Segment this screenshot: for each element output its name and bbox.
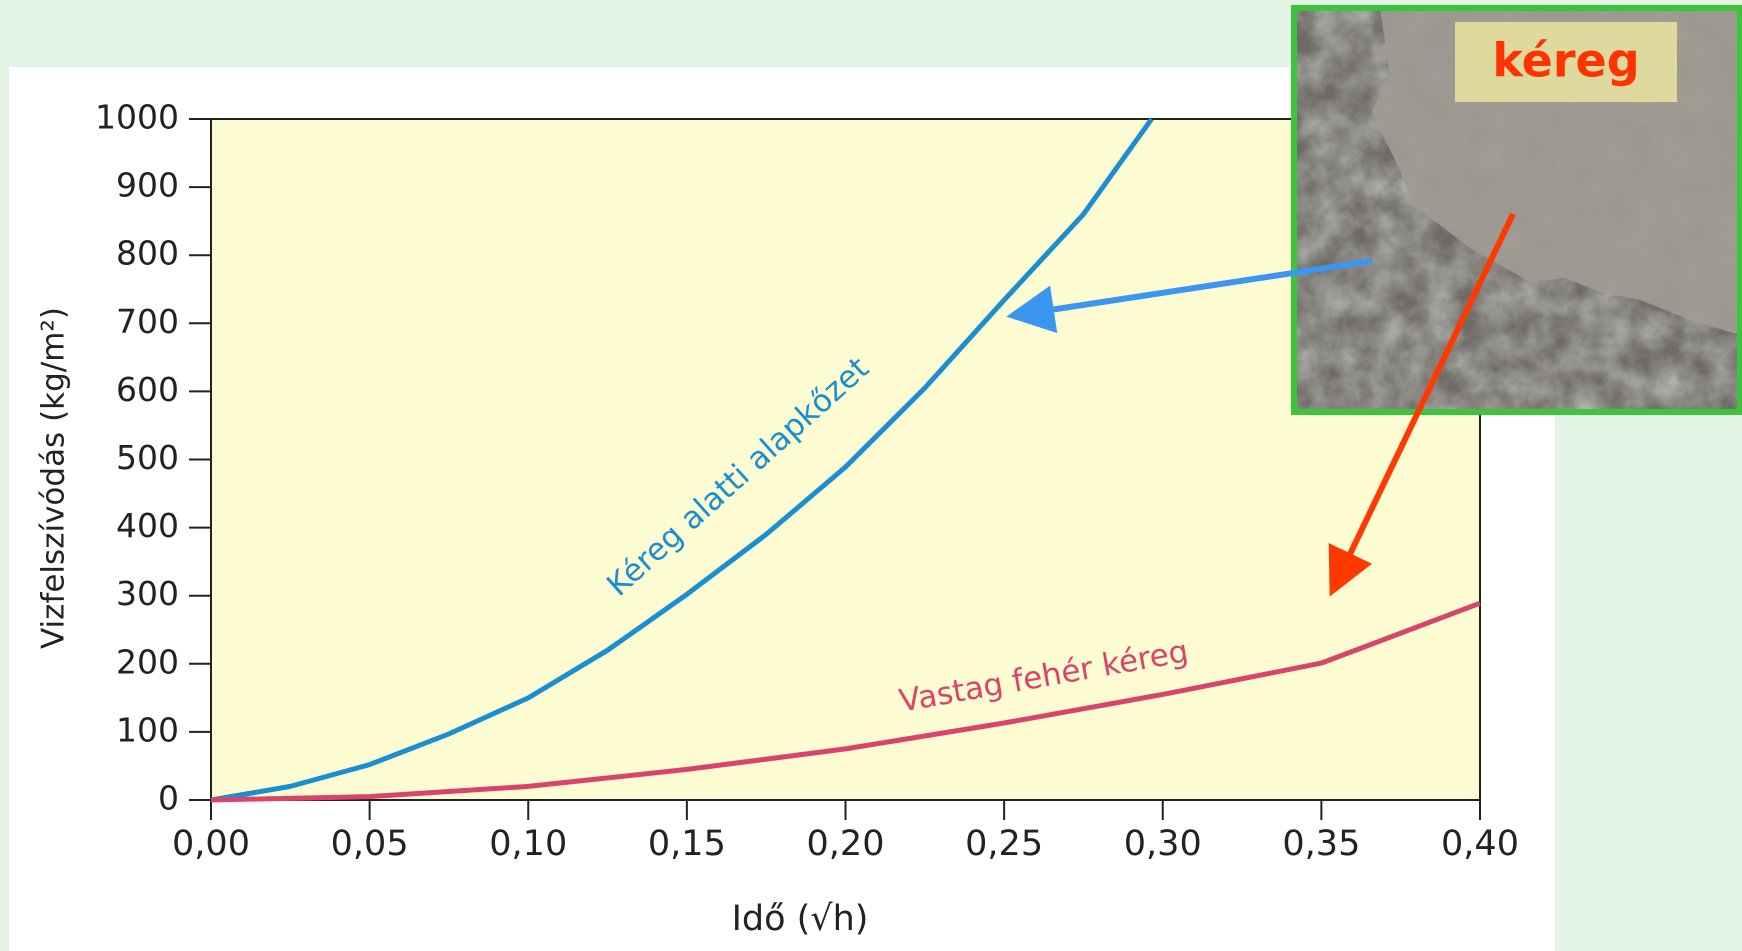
y-tick-label: 400 xyxy=(116,506,179,545)
y-tick-label: 100 xyxy=(116,710,179,749)
plot-area xyxy=(210,118,1481,801)
x-tick-label: 0,40 xyxy=(1441,824,1519,864)
x-tick-label: 0,25 xyxy=(965,824,1043,864)
y-tick-label: 700 xyxy=(116,302,179,341)
x-axis-label: Idő (√h) xyxy=(732,899,869,939)
y-tick-label: 300 xyxy=(116,574,179,613)
y-tick-label: 200 xyxy=(116,642,179,681)
photo: kéreg xyxy=(1291,5,1742,415)
y-tick-label: 0 xyxy=(158,779,179,818)
x-tick-label: 0,10 xyxy=(489,824,567,864)
x-tick-label: 0,30 xyxy=(1124,824,1202,864)
y-axis-label: Vizfelszívódás (kg/m²) xyxy=(36,307,72,649)
arrow xyxy=(1328,212,1516,597)
y-tick-label: 800 xyxy=(116,234,179,273)
arrow xyxy=(1006,258,1373,334)
line xyxy=(210,600,1481,803)
y-tick-label: 1000 xyxy=(95,98,179,137)
plot: 0 100 200 300 400 500 600 700 800 900 1000 0,00 0,05… xyxy=(36,98,1519,940)
photo-label: kéreg xyxy=(1492,34,1639,88)
x-tick-label: 0,00 xyxy=(172,824,250,864)
y-tick-label: 600 xyxy=(116,370,179,409)
x-tick-label: 0,05 xyxy=(331,824,409,864)
x-tick-label: 0,15 xyxy=(648,824,726,864)
y-tick-label: 900 xyxy=(116,166,179,205)
y-tick-label: 500 xyxy=(116,438,179,477)
line xyxy=(210,117,1154,803)
x-tick-label: 0,35 xyxy=(1282,824,1360,864)
x-tick-label: 0,20 xyxy=(807,824,885,864)
